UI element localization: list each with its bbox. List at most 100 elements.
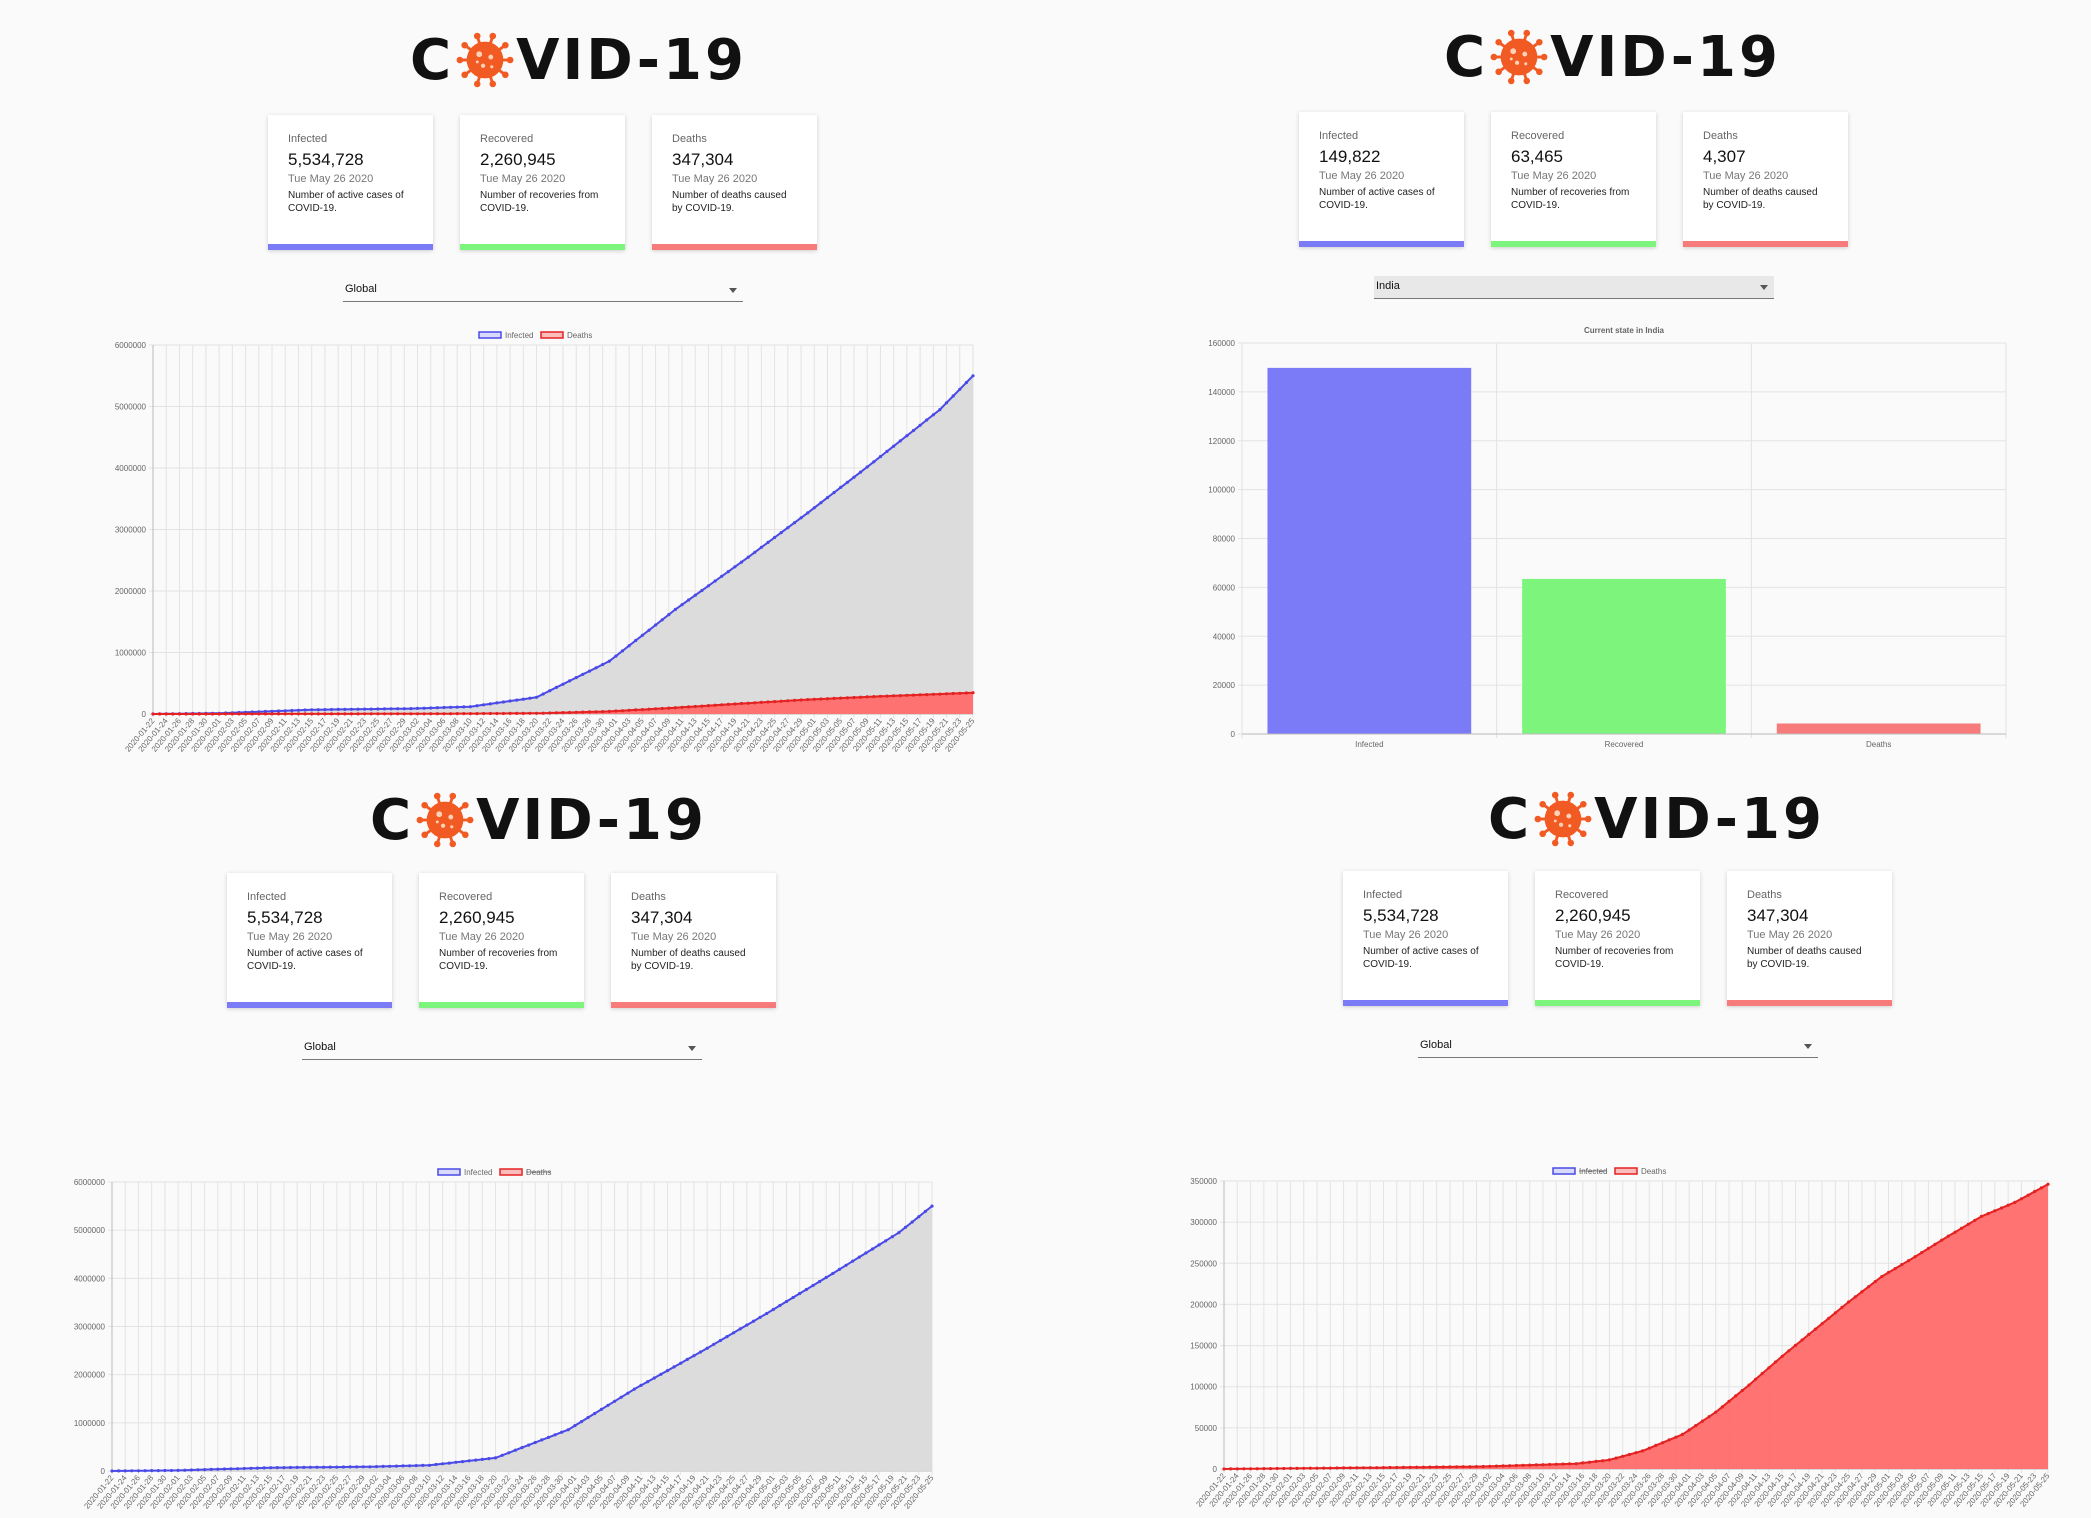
infected-point[interactable] — [348, 1465, 352, 1469]
deaths-point[interactable] — [1268, 1467, 1273, 1471]
infected-point[interactable] — [328, 1465, 332, 1469]
infected-point[interactable] — [773, 535, 777, 540]
infected-point[interactable] — [343, 707, 347, 711]
deaths-point[interactable] — [343, 712, 347, 716]
deaths-point[interactable] — [455, 712, 459, 716]
deaths-point[interactable] — [508, 711, 512, 715]
infected-point[interactable] — [864, 1251, 868, 1255]
deaths-point[interactable] — [316, 712, 320, 716]
deaths-point[interactable] — [462, 712, 466, 716]
deaths-point[interactable] — [475, 712, 479, 716]
deaths-point[interactable] — [389, 712, 393, 716]
infected-point[interactable] — [751, 1319, 756, 1323]
deaths-point[interactable] — [944, 692, 949, 696]
infected-point[interactable] — [355, 1465, 359, 1469]
deaths-point[interactable] — [554, 711, 559, 715]
deaths-point[interactable] — [1448, 1465, 1452, 1469]
deaths-point[interactable] — [171, 712, 175, 716]
deaths-point[interactable] — [964, 691, 969, 695]
legend-infected[interactable]: Infected — [1552, 1167, 1607, 1176]
infected-point[interactable] — [209, 1467, 213, 1471]
deaths-point[interactable] — [1368, 1466, 1372, 1470]
country-select[interactable]: Global — [343, 279, 743, 302]
infected-point[interactable] — [758, 1315, 762, 1319]
deaths-point[interactable] — [825, 697, 830, 701]
deaths-point[interactable] — [1813, 1327, 1817, 1331]
infected-point[interactable] — [568, 679, 572, 683]
deaths-point[interactable] — [647, 707, 651, 711]
infected-point[interactable] — [341, 1465, 346, 1469]
infected-point[interactable] — [501, 700, 506, 704]
deaths-point[interactable] — [1455, 1465, 1459, 1469]
deaths-point[interactable] — [2013, 1200, 2017, 1204]
infected-point[interactable] — [322, 1465, 326, 1469]
deaths-point[interactable] — [1235, 1467, 1239, 1471]
deaths-point[interactable] — [1401, 1465, 1405, 1469]
deaths-point[interactable] — [885, 694, 889, 698]
legend-deaths[interactable]: Deaths — [540, 331, 592, 340]
infected-point[interactable] — [462, 705, 466, 709]
infected-point[interactable] — [136, 1469, 141, 1473]
infected-point[interactable] — [222, 1467, 226, 1471]
deaths-point[interactable] — [1986, 1212, 1990, 1216]
infected-point[interactable] — [844, 1263, 848, 1267]
deaths-point[interactable] — [1282, 1466, 1286, 1471]
deaths-point[interactable] — [1255, 1467, 1259, 1471]
infected-point[interactable] — [316, 708, 320, 712]
deaths-point[interactable] — [1754, 1377, 1758, 1381]
deaths-point[interactable] — [865, 695, 869, 699]
deaths-point[interactable] — [654, 707, 658, 711]
infected-point[interactable] — [667, 613, 671, 617]
deaths-point[interactable] — [1541, 1463, 1545, 1467]
infected-point[interactable] — [718, 1338, 723, 1343]
deaths-point[interactable] — [680, 705, 684, 709]
infected-point[interactable] — [169, 1468, 174, 1473]
infected-point[interactable] — [640, 633, 645, 637]
deaths-point[interactable] — [164, 712, 168, 716]
infected-point[interactable] — [455, 705, 459, 709]
deaths-point[interactable] — [1488, 1464, 1492, 1468]
deaths-point[interactable] — [1302, 1466, 1306, 1470]
deaths-point[interactable] — [1661, 1441, 1665, 1445]
infected-point[interactable] — [381, 1464, 385, 1468]
deaths-point[interactable] — [210, 712, 215, 716]
deaths-point[interactable] — [1275, 1466, 1279, 1471]
infected-point[interactable] — [918, 423, 922, 427]
infected-point[interactable] — [733, 565, 737, 569]
deaths-point[interactable] — [323, 712, 327, 716]
deaths-point[interactable] — [872, 695, 876, 699]
infected-point[interactable] — [634, 638, 638, 643]
deaths-point[interactable] — [892, 694, 896, 698]
infected-point[interactable] — [288, 1465, 293, 1470]
infected-point[interactable] — [679, 1361, 683, 1365]
deaths-point[interactable] — [925, 693, 929, 697]
deaths-point[interactable] — [1534, 1463, 1538, 1467]
infected-point[interactable] — [791, 1295, 795, 1300]
deaths-point[interactable] — [158, 712, 162, 716]
deaths-point[interactable] — [1521, 1463, 1525, 1467]
infected-point[interactable] — [408, 1464, 412, 1468]
deaths-point[interactable] — [244, 712, 248, 716]
infected-point[interactable] — [435, 706, 439, 710]
deaths-point[interactable] — [409, 712, 413, 716]
infected-point[interactable] — [442, 705, 446, 710]
infected-point[interactable] — [832, 490, 836, 495]
infected-point[interactable] — [732, 1331, 736, 1335]
deaths-point[interactable] — [1342, 1466, 1346, 1470]
deaths-point[interactable] — [766, 700, 770, 704]
deaths-point[interactable] — [1880, 1274, 1884, 1279]
infected-point[interactable] — [540, 1438, 544, 1442]
infected-point[interactable] — [323, 708, 327, 712]
deaths-point[interactable] — [733, 702, 737, 706]
deaths-point[interactable] — [568, 710, 572, 715]
deaths-point[interactable] — [1621, 1454, 1625, 1458]
deaths-point[interactable] — [1641, 1449, 1645, 1453]
infected-point[interactable] — [693, 593, 697, 597]
infected-point[interactable] — [665, 1369, 670, 1373]
deaths-point[interactable] — [720, 703, 724, 707]
infected-point[interactable] — [573, 1424, 577, 1428]
deaths-point[interactable] — [852, 695, 856, 700]
infected-point[interactable] — [620, 649, 625, 653]
deaths-point[interactable] — [363, 712, 367, 716]
legend-deaths[interactable]: Deaths — [1614, 1167, 1666, 1176]
